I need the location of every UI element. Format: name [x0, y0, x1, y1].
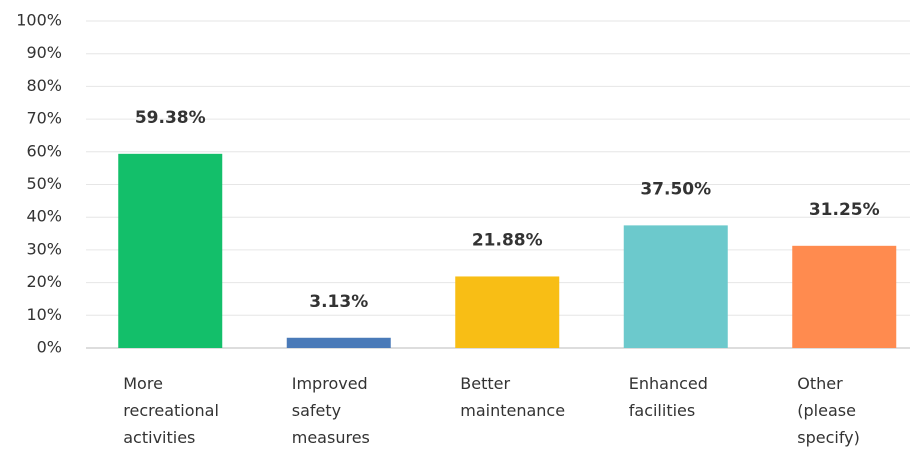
y-tick-label: 60%: [26, 141, 62, 160]
x-tick-label: Other (please specify): [797, 374, 860, 447]
x-tick-label: Improved safety measures: [291, 374, 370, 447]
y-tick-label: 90%: [26, 43, 62, 62]
x-tick-label: Enhanced facilities: [628, 374, 708, 420]
y-tick-label: 80%: [26, 76, 62, 95]
bar: [455, 276, 560, 348]
bar: [623, 225, 728, 348]
bar: [792, 245, 897, 348]
value-label: 37.50%: [640, 179, 711, 199]
y-tick-label: 70%: [26, 109, 62, 128]
y-tick-label: 100%: [16, 11, 62, 30]
y-tick-label: 30%: [26, 239, 62, 258]
x-tick-label: Better maintenance: [460, 374, 566, 420]
y-tick-label: 40%: [26, 207, 62, 226]
y-tick-label: 0%: [37, 338, 62, 357]
y-tick-label: 50%: [26, 174, 62, 193]
bar: [118, 153, 223, 348]
value-label: 21.88%: [472, 230, 543, 250]
y-tick-label: 10%: [26, 305, 62, 324]
value-label: 31.25%: [809, 200, 880, 220]
y-tick-label: 20%: [26, 272, 62, 291]
x-tick-label: More recreational activities: [123, 374, 219, 447]
value-label: 3.13%: [309, 292, 368, 312]
bar: [286, 337, 391, 348]
value-label: 59.38%: [135, 108, 206, 128]
